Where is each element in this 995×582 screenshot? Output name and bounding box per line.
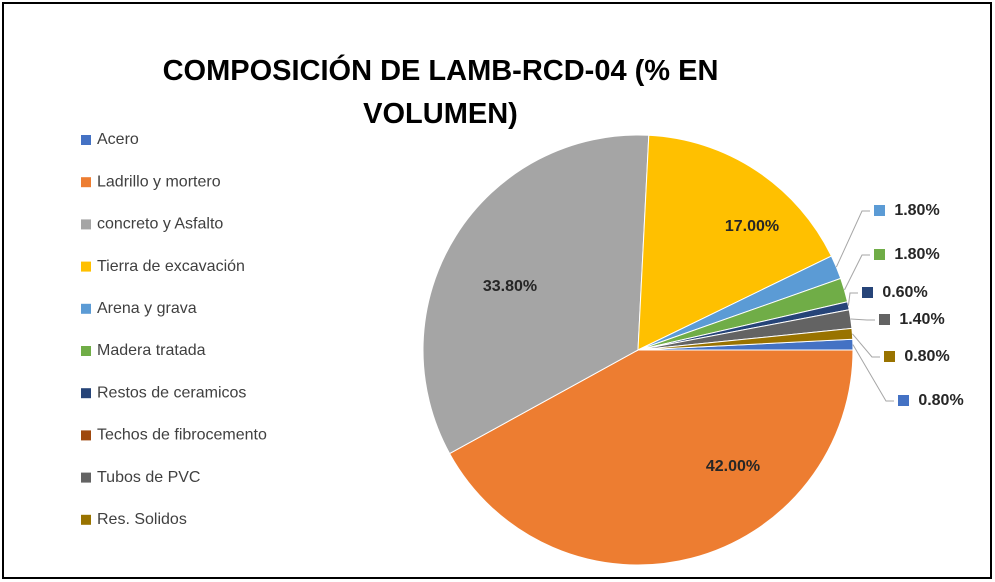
data-label: 17.00% (725, 218, 779, 235)
legend-label: Techos de fibrocemento (97, 427, 267, 444)
pie-slice (448, 349, 854, 566)
leader-line (835, 210, 870, 268)
legend-swatch (81, 346, 91, 356)
legend-swatch (81, 472, 91, 483)
label-swatch (874, 249, 885, 260)
legend-swatch (81, 514, 91, 525)
data-label: 1.40% (899, 311, 944, 328)
label-swatch (874, 205, 885, 216)
chart-title: COMPOSICIÓN DE LAMB-RCD-04 (% EN VOLUMEN… (162, 55, 719, 130)
legend-swatch (81, 261, 91, 272)
legend-label: concreto y Asfalto (97, 216, 223, 233)
data-label: 1.80% (894, 246, 939, 263)
label-swatch (884, 351, 895, 362)
legend-swatch (81, 303, 91, 314)
leader-line (850, 318, 875, 321)
legend-swatch (81, 388, 91, 399)
leader-line (852, 344, 894, 402)
label-swatch (898, 395, 909, 406)
data-label: 0.80% (904, 348, 949, 365)
pie-slice (637, 134, 833, 351)
legend-label: Res. Solidos (97, 511, 187, 528)
legend-label: Tubos de PVC (97, 469, 200, 486)
legend-label: Acero (97, 131, 139, 148)
legend-label: Arena y grava (97, 300, 197, 317)
legend-label: Ladrillo y mortero (97, 173, 221, 190)
leader-line (847, 292, 858, 306)
label-swatch (862, 287, 873, 298)
label-swatch (879, 314, 890, 325)
leader-line (852, 333, 880, 358)
data-label: 33.80% (483, 278, 537, 295)
legend-label: Restos de ceramicos (97, 384, 246, 401)
legend-swatch (81, 177, 91, 188)
legend-label: Madera tratada (97, 342, 206, 359)
legend-label: Tierra de excavación (97, 258, 245, 275)
pie-slice (637, 327, 854, 351)
legend-swatch (81, 219, 91, 230)
data-label: 42.00% (706, 458, 760, 475)
data-label: 0.80% (918, 392, 963, 409)
legend-swatch (81, 135, 91, 145)
data-label: 0.60% (882, 284, 927, 301)
pie-slice (422, 134, 650, 455)
leader-line (844, 254, 870, 291)
data-label: 1.80% (894, 202, 939, 219)
legend-swatch (81, 430, 91, 441)
